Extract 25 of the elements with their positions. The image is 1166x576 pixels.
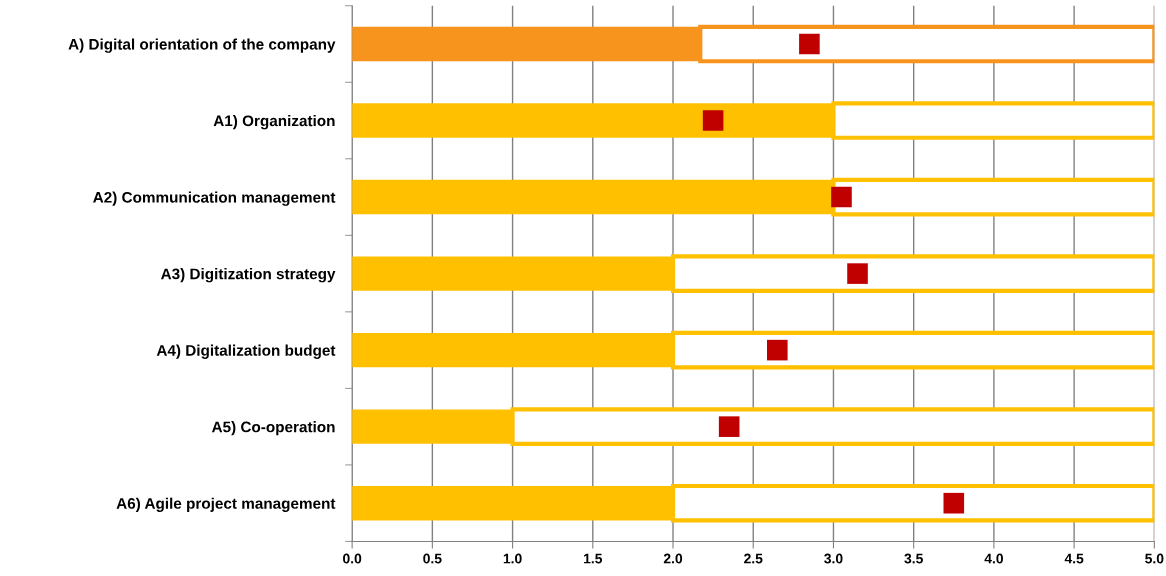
point [943, 492, 965, 514]
x-tick-label: 2.5 [744, 553, 763, 564]
y-tick-label: A6) Agile project management [116, 497, 336, 512]
point [831, 186, 852, 208]
x-tick-label: 0.5 [423, 553, 442, 564]
y-tick-label: A) Digital orientation of the company [68, 38, 336, 53]
x-tick-label: 3.0 [824, 553, 843, 564]
point [847, 263, 868, 284]
x-tick-label: 5.0 [1145, 553, 1164, 564]
y-tick-label: A1) Organization [213, 115, 335, 130]
y-tick-label: A2) Communication management [93, 191, 336, 206]
y-tick-label: A5) Co-operation [211, 421, 335, 436]
point [718, 416, 740, 437]
x-tick-label: 1.0 [503, 553, 522, 564]
point [799, 33, 820, 55]
y-tick-label: A3) Digitization strategy [160, 268, 336, 283]
y-tick-label: A4) Digitalization budget [156, 344, 336, 359]
x-tick-label: 4.0 [984, 553, 1003, 564]
x-tick-label: 4.5 [1064, 553, 1084, 564]
x-tick-label: 0.0 [343, 553, 362, 564]
point [767, 339, 788, 361]
x-tick-label: 2.0 [663, 553, 683, 564]
point [702, 110, 724, 131]
x-tick-label: 1.5 [584, 553, 603, 564]
x-tick-label: 3.5 [904, 553, 923, 564]
